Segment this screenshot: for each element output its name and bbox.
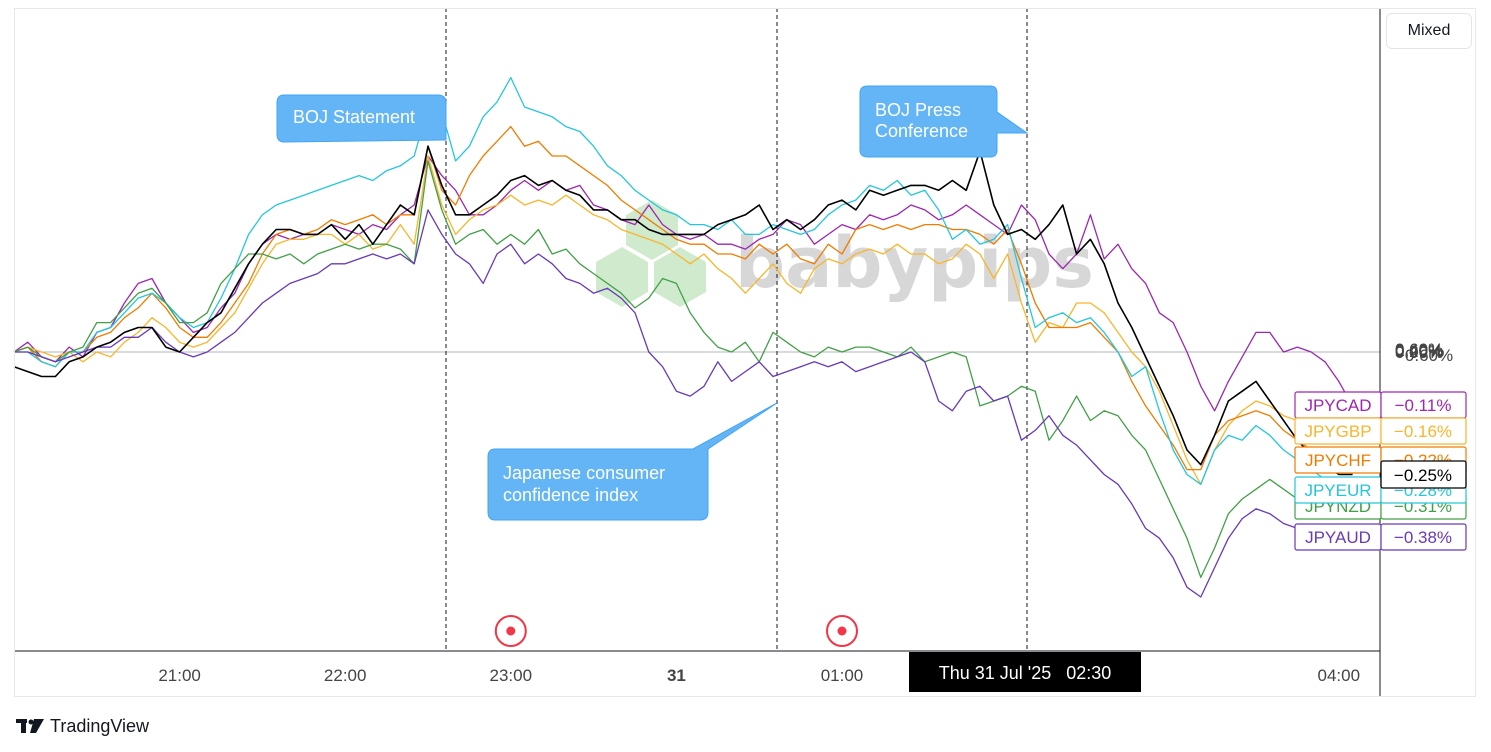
series-line-jpynzd	[13, 160, 1353, 579]
series-tag-name: JPYEUR	[1304, 481, 1371, 500]
callout-boj-press-line1: BOJ Press	[875, 100, 961, 120]
y-tick-label: −0.60%	[1395, 346, 1453, 365]
callout-boj-press-line2: Conference	[875, 121, 968, 141]
series-tag-name: JPYCHF	[1305, 451, 1371, 470]
series-tag-name: JPYGBP	[1304, 422, 1371, 441]
series-line-main	[13, 145, 1353, 476]
series-line-jpychf	[13, 125, 1353, 471]
crosshair-time-label: Thu 31 Jul '25 02:30	[909, 652, 1141, 692]
series-tag-jpyaud: JPYAUD −0.38%	[1294, 523, 1467, 551]
series-tag-jpygbp: JPYGBP −0.16%	[1294, 417, 1467, 445]
event-marker-icon[interactable]	[826, 615, 858, 647]
callout-boj-press[interactable]: BOJ Press Conference	[859, 85, 1029, 158]
x-tick-label: 23:00	[490, 666, 533, 685]
callout-consumer-confidence[interactable]: Japanese consumer confidence index	[487, 402, 778, 521]
crosshair-time-text: Thu 31 Jul '25 02:30	[939, 663, 1112, 683]
y-tick-label: 0.00%	[1395, 343, 1443, 362]
scale-mode-label: Mixed	[1407, 22, 1451, 39]
watermark-cubes-icon	[596, 200, 706, 307]
brand-name: TradingView	[50, 715, 150, 736]
x-tick-label: 04:00	[1318, 666, 1361, 685]
callout-consumer-confidence-line1: Japanese consumer	[503, 463, 665, 483]
series-tag-jpycad: JPYCAD −0.11%	[1294, 391, 1467, 419]
y-tick-label: 0.60%	[1395, 340, 1443, 359]
series-tag-value: −0.11%	[1395, 396, 1452, 415]
series-tag-name: JPYCAD	[1304, 396, 1371, 415]
tradingview-brand[interactable]: TradingView	[16, 714, 149, 738]
series-tag-main: −0.25%	[1380, 460, 1467, 489]
series-tag-name: JPYAUD	[1305, 528, 1371, 547]
series-line-jpygbp	[13, 155, 1353, 485]
series-price-tags: JPYNZD−0.31%JPYCHF−0.22%JPYCAD−0.11%JPYG…	[1294, 391, 1467, 551]
x-tick-label: 21:00	[158, 666, 201, 685]
series-line-jpyaud	[14, 209, 1353, 598]
event-markers	[494, 615, 858, 647]
event-marker-icon[interactable]	[494, 615, 527, 647]
annotation-callouts: BOJ Statement BOJ Press Conference Japan…	[276, 85, 1029, 521]
series-tag-value: −0.25%	[1394, 466, 1452, 485]
callout-boj-statement[interactable]: BOJ Statement	[276, 94, 447, 143]
y-tick-label: 0.40%	[1395, 341, 1443, 360]
series-tag-value: −0.38%	[1394, 528, 1452, 547]
babypips-watermark: babypips	[596, 200, 1094, 307]
x-tick-label: 22:00	[324, 666, 367, 685]
price-axis-labels: 0.60%0.40%0.20%0.00%−0.60%	[1395, 340, 1453, 365]
series-line-jpyeur	[14, 76, 1353, 490]
y-tick-label: 0.20%	[1395, 342, 1443, 361]
watermark-text: babypips	[735, 222, 1094, 304]
series-lines	[13, 76, 1354, 598]
x-tick-label: 01:00	[821, 666, 864, 685]
scale-mode-button[interactable]: Mixed	[1386, 13, 1472, 49]
callout-boj-statement-text: BOJ Statement	[293, 107, 415, 127]
tradingview-logo-icon	[16, 719, 44, 733]
time-axis-labels: 21:00 22:00 23:00 31 01:00 04:00	[158, 666, 1360, 685]
series-tag-value: −0.16%	[1394, 422, 1452, 441]
series-line-jpycad	[13, 155, 1354, 412]
callout-consumer-confidence-line2: confidence index	[503, 485, 638, 505]
x-tick-label: 31	[667, 666, 686, 685]
